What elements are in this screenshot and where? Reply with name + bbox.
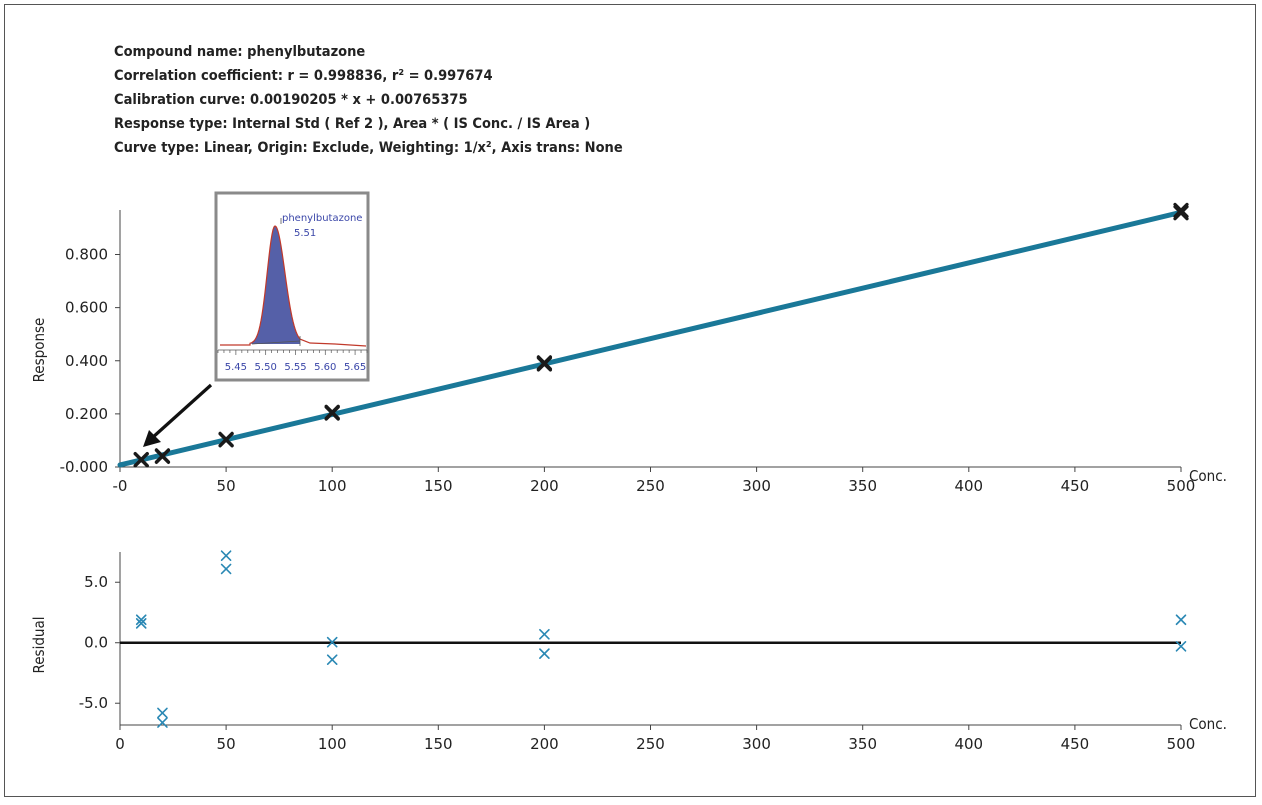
x-tick-label: 300 [742,735,771,753]
calibration-point [154,448,171,464]
residual-point [220,550,232,561]
x-tick-label: 400 [954,735,983,753]
response-type-line: Response type: Internal Std ( Ref 2 ), A… [114,116,591,132]
y-tick-label: 5.0 [84,573,108,591]
residual-point [157,707,168,719]
residual-point [539,628,550,640]
inset-x-tick-label: 5.60 [314,362,336,373]
calibration-point [536,355,553,371]
peak-rt-label: 5.51 [294,228,316,239]
calibration-curve-line: Calibration curve: 0.00190205 * x + 0.00… [114,92,468,108]
residual-point [135,618,147,629]
y-tick-label: 0.400 [65,352,108,370]
chromatogram-inset: phenylbutazone 5.51 5.45 5.50 5.55 5.60 5.65 [214,191,370,382]
inset-x-tick-label: 5.45 [225,362,247,373]
calibration-fit-line [117,209,1184,468]
arrow-head [143,430,161,447]
peak-name-label: phenylbutazone [282,213,362,224]
x-tick-label: 150 [424,477,453,495]
compound-name-line: Compound name: phenylbutazone [114,44,366,60]
residual-point [1175,614,1187,626]
x-tick-label: 300 [742,477,771,495]
y-tick-label: 0.600 [65,299,108,317]
residual-point [326,654,338,665]
y-tick-label: -5.0 [79,694,108,712]
residual-chart: 0 50 100 150 200 250 300 350 400 450 500 5.0 0.0 -5.0… [30,550,1227,753]
y-tick-label: 0.200 [65,405,108,423]
x-tick-label: 500 [1167,477,1196,495]
x-tick-label: 100 [318,735,347,753]
x-axis-label: Conc. [1189,467,1227,485]
chromatogram-trace [220,225,367,347]
x-tick-label: 450 [1061,477,1090,495]
x-tick-label: 150 [424,735,453,753]
x-tick-label: 450 [1061,735,1090,753]
calibration-point [324,404,340,420]
x-tick-label: 350 [848,477,877,495]
inset-pointer-arrow [143,383,213,447]
residual-point [539,648,550,659]
residual-point [326,636,338,648]
x-tick-label: 500 [1167,735,1196,753]
residual-point [135,614,147,626]
arrow-shaft [150,383,213,440]
integration-baseline [251,340,301,345]
calibration-chart: -0 50 100 150 200 250 300 350 400 450 500 -0.000 0.2… [30,202,1227,495]
x-tick-label: 100 [318,477,347,495]
y-axis-label: Response [30,318,48,383]
y-tick-label: -0.000 [60,458,108,476]
calibration-point [218,431,234,447]
x-axis-label: Conc. [1189,715,1227,733]
x-tick-label: 200 [530,477,559,495]
y-tick-label: 0.800 [65,246,108,264]
y-tick-label: 0.0 [84,634,108,652]
x-tick-label: 50 [217,477,236,495]
calibration-point [1173,202,1189,219]
calibration-point [1173,205,1189,221]
x-tick-label: 0 [115,735,125,753]
residual-point [1175,641,1187,652]
chart-header: Compound name: phenylbutazone Correlatio… [114,40,623,160]
inset-x-tick-label: 5.55 [284,362,306,373]
x-tick-label: 200 [530,735,559,753]
residual-point [220,563,232,575]
x-tick-label: -0 [113,477,128,495]
figure-frame [4,4,1256,797]
x-tick-label: 400 [954,477,983,495]
inset-x-tick-label: 5.50 [255,362,277,373]
y-axis-label: Residual [30,617,48,674]
calibration-point [133,451,149,468]
residual-point [157,717,168,728]
curve-type-line: Curve type: Linear, Origin: Exclude, Wei… [114,140,623,156]
inset-x-tick-label: 5.65 [344,362,366,373]
correlation-line: Correlation coefficient: r = 0.998836, r… [114,68,493,84]
x-tick-label: 50 [217,735,236,753]
x-tick-label: 350 [848,735,877,753]
x-tick-label: 250 [636,735,665,753]
inset-frame [214,191,370,382]
x-tick-label: 250 [636,477,665,495]
